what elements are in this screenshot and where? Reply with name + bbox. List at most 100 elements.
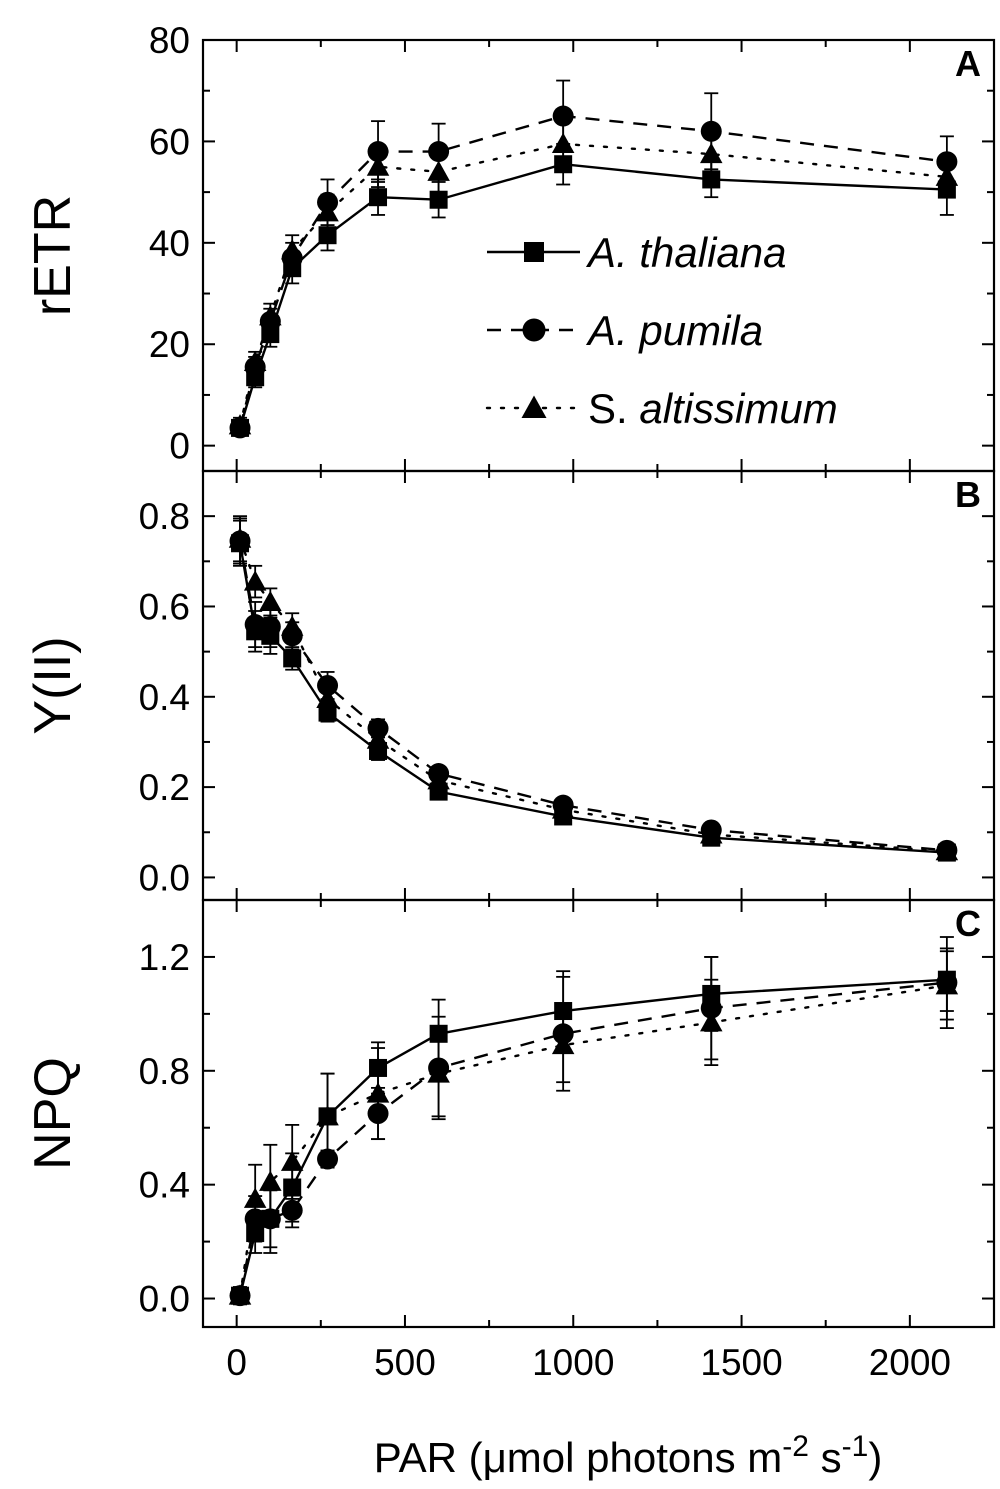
y-tick-label: 1.2 xyxy=(139,937,190,978)
legend-item: A. thaliana xyxy=(487,229,786,276)
legend: A. thaliana A. pumila S. altissimum xyxy=(485,229,838,432)
panel-a: 0 20 40 60 80 rETR A xyxy=(24,20,996,473)
series-s-altissimum xyxy=(228,515,959,861)
data-point xyxy=(316,687,339,709)
y-tick-label: 0.4 xyxy=(139,1165,190,1206)
data-point xyxy=(427,769,450,790)
legend-marker xyxy=(521,395,547,418)
series-line xyxy=(238,543,947,854)
data-point xyxy=(280,1150,304,1171)
data-point xyxy=(700,1011,723,1032)
legend-marker xyxy=(524,242,544,262)
data-point xyxy=(243,570,267,591)
data-point xyxy=(700,142,723,164)
y-tick-label: 0 xyxy=(169,426,190,467)
data-point xyxy=(228,414,252,435)
data-point xyxy=(700,120,722,142)
data-point xyxy=(427,160,450,181)
y-tick-label: 0.2 xyxy=(139,767,190,808)
data-point xyxy=(551,1033,575,1055)
series-line xyxy=(238,537,949,853)
x-axis-label: PAR (μmol photons m-2 s-1) xyxy=(374,1430,883,1481)
x-axis-label-s: s xyxy=(809,1434,842,1481)
x-tick-label: 500 xyxy=(374,1342,436,1383)
data-point xyxy=(228,527,252,548)
data-point xyxy=(366,1082,390,1103)
data-point xyxy=(367,717,389,739)
y-tick-label: 0.4 xyxy=(139,677,190,718)
legend-label: S. altissimum xyxy=(588,385,838,432)
legend-species: thaliana xyxy=(639,229,786,276)
data-point xyxy=(316,1105,339,1126)
series-line xyxy=(238,984,949,1297)
y-tick-label: 0.6 xyxy=(139,586,190,627)
x-tick-label: 1500 xyxy=(700,1342,782,1383)
data-point xyxy=(280,239,304,260)
y-tick-label: 0.0 xyxy=(139,1279,190,1320)
y-tick-label: 0.8 xyxy=(139,1051,190,1092)
y-axis-label: Y(II) xyxy=(24,636,82,734)
data-point xyxy=(243,1187,267,1208)
panel-b: 0.0 0.2 0.4 0.6 0.8 Y(II) B xyxy=(24,469,996,902)
data-point xyxy=(280,615,304,636)
data-point xyxy=(243,350,267,371)
data-point xyxy=(366,728,390,749)
series-line xyxy=(238,978,947,1296)
data-point xyxy=(283,649,302,668)
series-line xyxy=(238,163,947,429)
panel-letter: A xyxy=(955,43,981,84)
legend-label: A. thaliana xyxy=(585,229,786,276)
chart-root: 020406080rETRA0.00.20.40.60.8Y(II)B0.00.… xyxy=(24,20,996,1481)
data-point xyxy=(259,1170,282,1191)
series-line xyxy=(238,114,948,429)
data-point xyxy=(551,798,575,819)
data-point xyxy=(316,201,339,222)
data-point xyxy=(259,305,282,326)
data-point xyxy=(427,1062,450,1083)
panel-letter: C xyxy=(955,903,981,944)
data-point xyxy=(551,132,575,153)
data-point xyxy=(935,839,959,861)
y-tick-label: 0.8 xyxy=(139,496,190,537)
legend-label: A. pumila xyxy=(585,307,763,354)
series-a-pumila xyxy=(229,517,958,861)
legend-space xyxy=(628,229,640,276)
y-tick-label: 20 xyxy=(149,324,190,365)
x-tick-labels: 0 500 1000 1500 2000 xyxy=(226,1342,951,1383)
legend-item: S. altissimum xyxy=(485,385,838,432)
series-a-pumila xyxy=(229,936,958,1307)
legend-space xyxy=(628,385,640,432)
legend-genus: A. xyxy=(585,307,628,354)
panel-c: 0.0 0.4 0.8 1.2 NPQ C xyxy=(24,898,996,1329)
y-tick-label: 40 xyxy=(149,223,190,264)
data-point xyxy=(259,616,281,638)
legend-genus: A. xyxy=(585,229,628,276)
x-axis-label-mu: μ xyxy=(483,1434,507,1481)
series-line xyxy=(238,142,949,427)
data-point xyxy=(429,190,448,209)
panel-frame xyxy=(201,898,996,1329)
data-point xyxy=(259,590,282,611)
data-point xyxy=(281,1199,303,1221)
x-axis-label-sup1: -2 xyxy=(782,1430,809,1463)
panel-letter: B xyxy=(955,474,981,515)
x-tick-label: 1000 xyxy=(532,1342,614,1383)
x-axis-label-text: PAR ( xyxy=(374,1434,483,1481)
data-point xyxy=(228,1284,252,1305)
data-point xyxy=(366,155,390,176)
data-point xyxy=(935,974,959,995)
x-axis-label-close: ) xyxy=(868,1434,882,1481)
legend-item: A. pumila xyxy=(487,307,763,354)
y-axis-label: NPQ xyxy=(24,1057,82,1170)
series-line xyxy=(238,540,947,852)
series-line xyxy=(238,981,948,1296)
x-tick-label: 0 xyxy=(226,1342,247,1383)
data-point xyxy=(935,165,959,186)
series-s-altissimum xyxy=(228,120,959,435)
data-point xyxy=(700,823,723,844)
series-s-altissimum xyxy=(228,950,959,1306)
x-axis-label-unit: mol photons m xyxy=(507,1434,782,1481)
legend-space xyxy=(628,307,640,354)
x-tick-label: 2000 xyxy=(869,1342,951,1383)
